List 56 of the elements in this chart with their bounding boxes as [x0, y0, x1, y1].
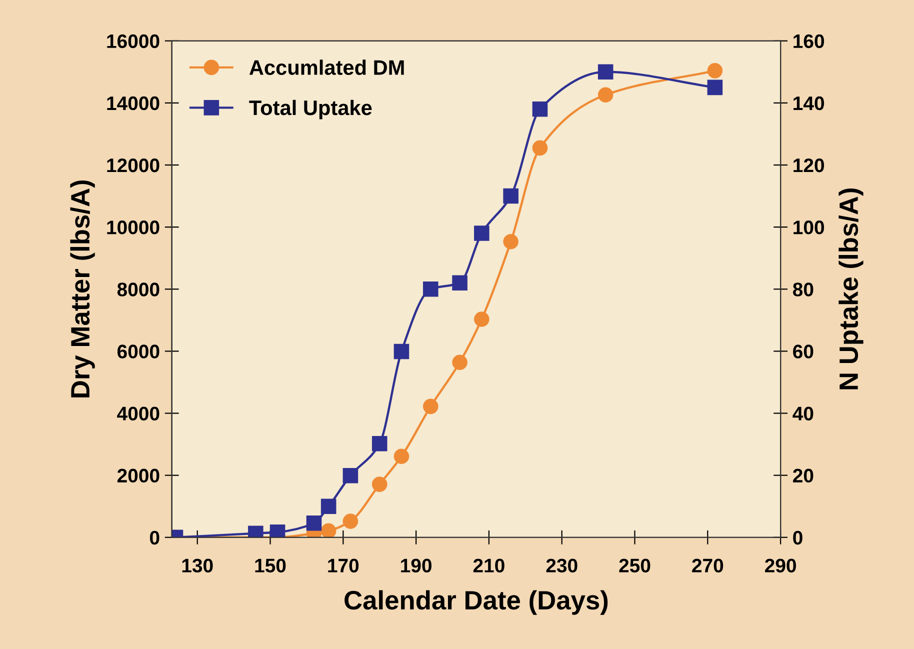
point	[503, 188, 518, 204]
point	[320, 523, 336, 538]
point	[372, 436, 388, 452]
y2-tick-label: 160	[794, 34, 824, 48]
y2-tick-label: 100	[794, 220, 824, 234]
y2-axis-title: N Uptake (lbs/A)	[838, 188, 864, 390]
point	[342, 468, 358, 484]
x-tick-label: 250	[619, 558, 650, 572]
y-tick-label: 12000	[107, 158, 160, 172]
legend-label: Accumlated DM	[249, 60, 404, 75]
point	[372, 476, 388, 492]
point	[342, 514, 358, 529]
x-tick-label: 130	[182, 558, 213, 573]
x-axis-title: Calendar Date (Days)	[344, 590, 608, 615]
y2-tick-label: 40	[792, 406, 814, 420]
y2-tick-label: 120	[794, 158, 824, 172]
y-tick-label: 4000	[117, 406, 160, 420]
x-tick-label: 210	[473, 558, 504, 572]
point	[452, 354, 468, 370]
x-tick-label: 290	[765, 558, 796, 572]
x-tick-label: 150	[255, 558, 286, 572]
y-tick-label: 6000	[117, 344, 160, 358]
y2-tick-label: 140	[794, 96, 824, 110]
point	[532, 102, 548, 117]
y-tick-label: 2000	[117, 468, 160, 483]
y2-tick-label: 20	[793, 468, 814, 483]
y2-tick-label: 0	[793, 530, 802, 545]
point	[474, 226, 490, 241]
point	[452, 275, 468, 291]
point	[707, 80, 723, 96]
legend-label: Total Uptake	[249, 100, 372, 120]
y2-tick-label: 60	[793, 344, 814, 358]
y2-tick-label: 80	[792, 282, 814, 296]
y-tick-label: 8000	[117, 282, 160, 296]
point	[503, 234, 518, 250]
y-tick-label: 0	[150, 530, 160, 545]
y-axis-title: Dry Matter (lbs/A)	[70, 180, 95, 398]
x-tick-label: 270	[692, 558, 724, 572]
y-tick-label: 10000	[107, 220, 160, 234]
y-tick-label: 14000	[107, 96, 160, 110]
point	[532, 140, 548, 156]
point	[474, 312, 490, 327]
point	[394, 448, 410, 464]
point	[422, 398, 438, 414]
point	[394, 344, 410, 360]
x-tick-label: 230	[546, 558, 578, 573]
point	[707, 63, 723, 78]
y-tick-label: 16000	[107, 34, 160, 48]
point	[320, 498, 336, 514]
x-tick-label: 190	[401, 558, 432, 572]
x-tick-label: 170	[328, 558, 359, 572]
point	[306, 515, 322, 531]
point	[598, 64, 614, 80]
point	[598, 87, 614, 103]
point	[270, 524, 286, 538]
point	[422, 281, 438, 297]
